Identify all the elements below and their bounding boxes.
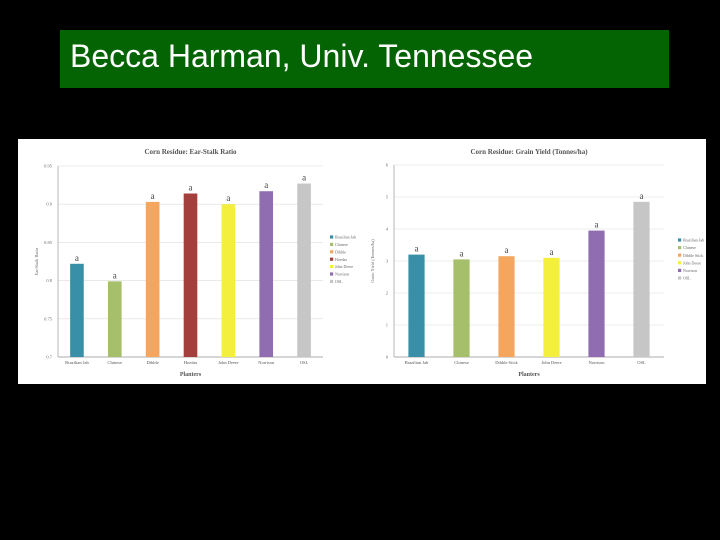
y-axis-label: Ear:Stalk Ratio bbox=[34, 247, 39, 275]
legend-label: Chinese bbox=[683, 245, 696, 250]
charts-panel: Corn Residue: Ear-Stalk Ratio 0.7 0.75 0.8 0… bbox=[18, 139, 706, 384]
legend-swatch bbox=[678, 276, 682, 280]
y-tick-label: 5 bbox=[386, 195, 389, 200]
title-bar: Becca Harman, Univ. Tennessee bbox=[60, 30, 669, 88]
legend-swatch bbox=[330, 250, 334, 254]
y-tick-label: 4 bbox=[386, 227, 389, 232]
bar bbox=[259, 191, 274, 357]
bar bbox=[498, 256, 515, 357]
legend-label: John Deere bbox=[683, 260, 701, 265]
bar bbox=[183, 193, 198, 357]
legend-label: Dibble Stick bbox=[683, 253, 703, 258]
significance-letter: a bbox=[640, 191, 644, 201]
legend-label: Hoedas bbox=[335, 257, 347, 262]
bar bbox=[453, 259, 470, 357]
significance-letter: a bbox=[415, 244, 419, 254]
x-tick-label: Norrison bbox=[589, 360, 606, 365]
legend-label: OSL bbox=[683, 276, 691, 281]
legend-swatch bbox=[678, 268, 682, 272]
legend-label: John Deere bbox=[335, 264, 353, 269]
legend-label: Chinese bbox=[335, 242, 348, 247]
x-tick-label: Hoedas bbox=[184, 360, 198, 365]
x-axis-label: Planters bbox=[518, 372, 540, 378]
x-tick-label: Norrison bbox=[258, 360, 275, 365]
bar bbox=[70, 263, 84, 357]
bar bbox=[633, 201, 650, 357]
bar bbox=[145, 201, 160, 357]
significance-letter: a bbox=[113, 270, 117, 280]
legend-swatch bbox=[330, 265, 334, 269]
legend-label: Norrison bbox=[335, 272, 349, 277]
x-tick-label: OSL bbox=[637, 360, 646, 365]
x-tick-label: Chinese bbox=[454, 360, 469, 365]
x-tick-label: Brazilian Jab bbox=[65, 360, 89, 365]
bar bbox=[408, 254, 425, 357]
legend-label: Brazilian Jab bbox=[683, 238, 704, 243]
y-tick-label: 0.95 bbox=[44, 164, 53, 169]
bar bbox=[543, 257, 560, 357]
significance-letter: a bbox=[75, 253, 79, 263]
legend-label: Brazilian Jab bbox=[335, 235, 356, 240]
legend-label: Norrison bbox=[683, 268, 697, 273]
significance-letter: a bbox=[302, 173, 306, 183]
significance-letter: a bbox=[226, 193, 230, 203]
chart-title: Corn Residue: Grain Yield (Tonnes/ha) bbox=[470, 148, 588, 156]
bar bbox=[297, 183, 311, 357]
slide-title: Becca Harman, Univ. Tennessee bbox=[70, 38, 534, 74]
y-tick-label: 2 bbox=[386, 291, 388, 296]
legend-swatch bbox=[330, 257, 334, 261]
y-tick-label: 3 bbox=[386, 259, 389, 264]
legend-swatch bbox=[678, 261, 682, 265]
ear-stalk-ratio-chart: Corn Residue: Ear-Stalk Ratio 0.7 0.75 0.8 0… bbox=[34, 148, 356, 378]
y-axis-label: Grain Yield (Tonnes/ha) bbox=[370, 239, 375, 283]
x-tick-label: John Deere bbox=[541, 360, 561, 365]
chart-title: Corn Residue: Ear-Stalk Ratio bbox=[144, 148, 237, 156]
bar bbox=[107, 281, 122, 357]
legend-swatch bbox=[678, 238, 682, 242]
legend-swatch bbox=[330, 235, 334, 239]
y-tick-label: 0.75 bbox=[44, 316, 53, 321]
legend-label: OSL bbox=[335, 279, 343, 284]
y-tick-label: 0 bbox=[386, 355, 389, 360]
legend-swatch bbox=[330, 279, 334, 283]
y-tick-label: 0.9 bbox=[46, 202, 52, 207]
significance-letter: a bbox=[189, 183, 193, 193]
legend-label: Dibble bbox=[335, 249, 346, 254]
x-tick-label: Dibble Stick bbox=[495, 360, 518, 365]
bar bbox=[588, 230, 605, 357]
y-tick-label: 0.7 bbox=[46, 355, 52, 360]
x-tick-label: John Deere bbox=[218, 360, 238, 365]
x-tick-label: Dibble bbox=[147, 360, 159, 365]
significance-letter: a bbox=[151, 191, 155, 201]
y-tick-label: 1 bbox=[386, 323, 388, 328]
x-tick-label: OSL bbox=[300, 360, 309, 365]
grain-yield-chart: Corn Residue: Grain Yield (Tonnes/ha) 0 1 2… bbox=[370, 148, 704, 378]
legend-swatch bbox=[678, 253, 682, 257]
y-tick-label: 6 bbox=[386, 163, 389, 168]
significance-letter: a bbox=[505, 245, 509, 255]
legend-swatch bbox=[330, 272, 334, 276]
significance-letter: a bbox=[550, 247, 554, 257]
significance-letter: a bbox=[595, 220, 599, 230]
significance-letter: a bbox=[460, 248, 464, 258]
significance-letter: a bbox=[264, 180, 268, 190]
y-tick-label: 0.85 bbox=[44, 240, 53, 245]
x-axis-label: Planters bbox=[180, 372, 202, 378]
x-tick-label: Brazilian Jab bbox=[405, 360, 429, 365]
y-tick-label: 0.8 bbox=[46, 278, 52, 283]
bar bbox=[221, 204, 236, 357]
legend-swatch bbox=[330, 242, 334, 246]
legend-swatch bbox=[678, 246, 682, 250]
x-tick-label: Chinese bbox=[108, 360, 123, 365]
